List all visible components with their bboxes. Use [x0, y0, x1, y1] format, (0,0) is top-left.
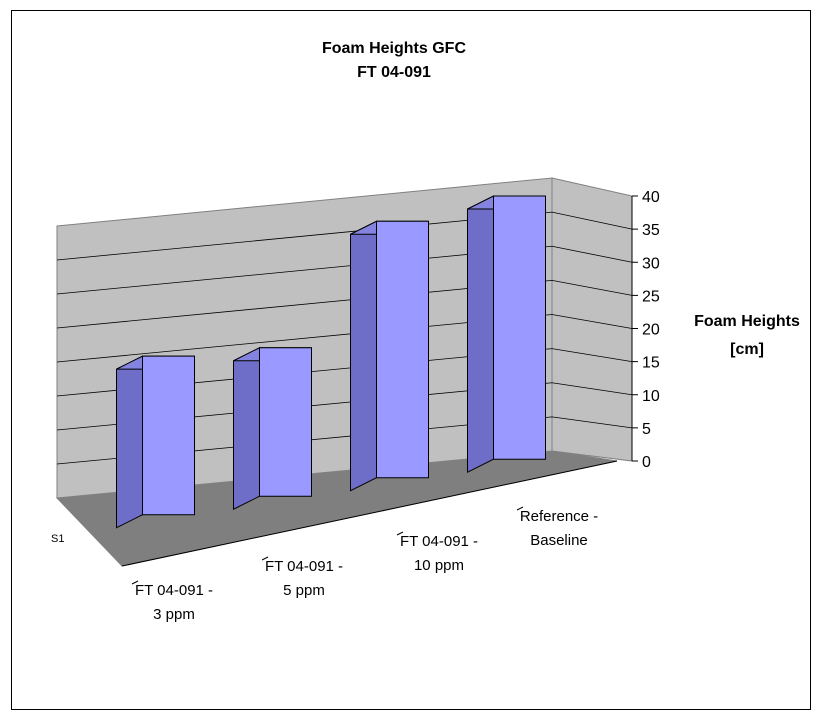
- x-category-label: FT 04-091 -: [135, 582, 213, 599]
- gridline: [56, 211, 633, 261]
- gridline: [56, 245, 633, 295]
- x-tick-mark: [261, 556, 269, 561]
- chart-bars: [116, 195, 546, 529]
- x-category-label: Reference -: [520, 508, 598, 525]
- bar-front-face: [259, 347, 312, 497]
- x-tick-mark: [131, 580, 139, 585]
- bar-side-face: [116, 355, 143, 529]
- y-tick-label: 0: [642, 454, 651, 471]
- bar-side-face: [233, 346, 260, 511]
- chart-frame: 0 5 10 15 20 25 30 35 40 FT 04-091 -3 ppm FT 04-0…: [11, 10, 811, 710]
- chart-title-line-1: Foam Heights GFC: [322, 40, 466, 57]
- x-tick-mark: [396, 531, 404, 536]
- x-category-label: 3 ppm: [153, 606, 195, 623]
- chart-gridlines: [56, 211, 633, 465]
- y-tick-label: 40: [642, 189, 660, 206]
- x-category-label: Baseline: [530, 532, 588, 549]
- x-axis-categories: FT 04-091 - 3 ppm FT 04-091 - 5 ppm FT 04-09…: [131, 506, 598, 623]
- x-category-label: 5 ppm: [283, 582, 325, 599]
- y-axis-ticks: 0 5 10 15 20 25 30 35 40: [121, 189, 660, 567]
- x-axis-line: [121, 460, 618, 567]
- x-tick-mark: [516, 506, 524, 511]
- bar-front-face: [142, 355, 195, 516]
- bar-side-face: [350, 220, 377, 492]
- gridline: [56, 382, 633, 431]
- y-tick-label: 20: [642, 322, 660, 339]
- y-tick-label: 35: [642, 222, 660, 239]
- bar-front-face: [493, 195, 546, 460]
- chart-title-line-2: FT 04-091: [357, 64, 431, 81]
- y-tick-label: 10: [642, 388, 660, 405]
- series-axis-label: S1: [51, 533, 64, 545]
- x-category-label: FT 04-091 -: [400, 533, 478, 550]
- y-tick-label: 5: [642, 421, 651, 438]
- y-axis-label-line-1: Foam Heights: [694, 313, 800, 330]
- bar-front-face: [376, 220, 429, 479]
- y-tick-label: 30: [642, 255, 660, 272]
- gridline: [56, 279, 633, 329]
- y-axis-label-line-2: [cm]: [730, 341, 764, 358]
- gridline: [56, 314, 633, 363]
- x-category-label: 10 ppm: [414, 557, 464, 574]
- bar-side-face: [467, 195, 494, 474]
- x-category-label: FT 04-091 -: [265, 558, 343, 575]
- y-tick-label: 25: [642, 288, 660, 305]
- gridline: [56, 348, 633, 397]
- y-tick-label: 15: [642, 355, 660, 372]
- gridline: [56, 416, 633, 465]
